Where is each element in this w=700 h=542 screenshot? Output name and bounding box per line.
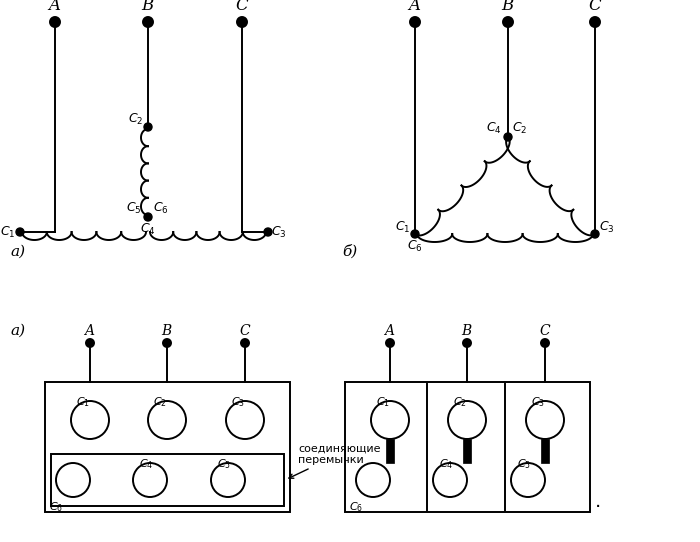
Text: $C_2$: $C_2$ bbox=[512, 121, 527, 136]
Circle shape bbox=[590, 17, 600, 27]
Text: B: B bbox=[501, 0, 513, 14]
Text: B: B bbox=[161, 324, 172, 338]
Circle shape bbox=[241, 339, 249, 347]
Text: $C_3$: $C_3$ bbox=[271, 225, 286, 240]
Text: C: C bbox=[235, 0, 248, 14]
Text: $C_3$: $C_3$ bbox=[599, 220, 615, 235]
Circle shape bbox=[541, 339, 549, 347]
Circle shape bbox=[386, 339, 394, 347]
Text: A: A bbox=[84, 324, 94, 338]
Text: $C_5$: $C_5$ bbox=[217, 457, 231, 471]
Text: $C_3$: $C_3$ bbox=[531, 395, 545, 409]
Text: C: C bbox=[588, 0, 601, 14]
Circle shape bbox=[50, 17, 60, 27]
Circle shape bbox=[463, 339, 471, 347]
Text: C: C bbox=[239, 324, 250, 338]
Text: $C_4$: $C_4$ bbox=[139, 457, 153, 471]
Text: $C_4$: $C_4$ bbox=[486, 121, 502, 136]
Text: C: C bbox=[539, 324, 550, 338]
Text: A: A bbox=[408, 0, 420, 14]
Bar bbox=[541, 439, 549, 463]
Circle shape bbox=[144, 123, 152, 131]
Circle shape bbox=[16, 228, 24, 236]
Text: B: B bbox=[461, 324, 471, 338]
Text: $C_6$: $C_6$ bbox=[153, 201, 169, 216]
Circle shape bbox=[264, 228, 272, 236]
Text: $C_3$: $C_3$ bbox=[231, 395, 245, 409]
Text: $C_6$: $C_6$ bbox=[49, 500, 63, 514]
Bar bbox=[463, 439, 471, 463]
Bar bbox=[386, 439, 394, 463]
Circle shape bbox=[591, 230, 599, 238]
Text: $C_2$: $C_2$ bbox=[153, 395, 167, 409]
Text: A: A bbox=[48, 0, 60, 14]
Circle shape bbox=[503, 17, 513, 27]
Text: соединяющие
перемычки: соединяющие перемычки bbox=[289, 443, 381, 478]
Text: $C_2$: $C_2$ bbox=[453, 395, 467, 409]
Text: $C_2$: $C_2$ bbox=[128, 112, 144, 127]
Circle shape bbox=[163, 339, 171, 347]
Bar bbox=[51, 454, 284, 506]
Text: B: B bbox=[141, 0, 153, 14]
Text: $C_5$: $C_5$ bbox=[126, 201, 141, 216]
Text: A: A bbox=[384, 324, 394, 338]
Circle shape bbox=[143, 17, 153, 27]
Text: $C_1$: $C_1$ bbox=[395, 220, 410, 235]
Circle shape bbox=[411, 230, 419, 238]
Circle shape bbox=[504, 133, 512, 141]
Text: $C_4$: $C_4$ bbox=[140, 222, 155, 237]
Circle shape bbox=[144, 213, 152, 221]
Text: б): б) bbox=[342, 244, 357, 259]
Bar bbox=[45, 382, 290, 512]
Text: .: . bbox=[595, 492, 601, 511]
Circle shape bbox=[86, 339, 94, 347]
Text: $C_1$: $C_1$ bbox=[376, 395, 390, 409]
Text: $C_4$: $C_4$ bbox=[439, 457, 454, 471]
Text: $C_6$: $C_6$ bbox=[349, 500, 363, 514]
Bar bbox=[345, 382, 590, 512]
Text: $C_6$: $C_6$ bbox=[407, 239, 423, 254]
Text: а): а) bbox=[10, 245, 25, 259]
Text: $C_1$: $C_1$ bbox=[0, 225, 15, 240]
Text: $C_5$: $C_5$ bbox=[517, 457, 531, 471]
Text: а): а) bbox=[10, 324, 25, 338]
Circle shape bbox=[237, 17, 247, 27]
Circle shape bbox=[410, 17, 420, 27]
Text: $C_1$: $C_1$ bbox=[76, 395, 90, 409]
